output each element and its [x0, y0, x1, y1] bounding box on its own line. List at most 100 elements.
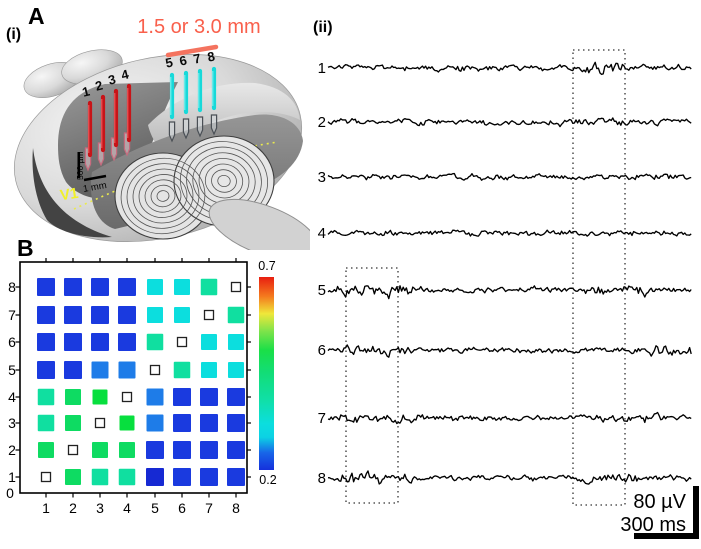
heatmap-cell [227, 468, 245, 486]
heatmap-cell [64, 333, 82, 351]
y-axis-label: 4 [8, 389, 16, 405]
trace-number-label: 6 [318, 342, 326, 359]
lfp-trace [327, 172, 692, 181]
heatmap-cell [174, 307, 190, 323]
cyan-electrode-number: 8 [206, 49, 216, 65]
depth-scale-bar [77, 152, 81, 178]
heatmap-cell [146, 468, 164, 486]
scale-bar [634, 486, 699, 539]
heatmap-cell [146, 441, 164, 459]
heatmap-cell [146, 414, 164, 432]
depth-scale-label: 500 µm [75, 151, 85, 180]
x-axis-label: 4 [123, 500, 131, 516]
heatmap-cell [91, 278, 109, 296]
colorbar [259, 277, 274, 470]
diagonal-marker [203, 309, 215, 321]
heatmap-cell [37, 414, 55, 432]
lfp-traces-panel: 1 2 3 4 5 6 7 8 [318, 49, 699, 539]
diagonal-marker [67, 444, 79, 456]
heatmap-cell [118, 306, 136, 324]
heatmap-cell [147, 279, 163, 295]
heatmap-cell [64, 278, 82, 296]
lfp-trace [327, 470, 692, 485]
y-axis-origin-label: 0 [6, 485, 14, 501]
x-axis-label: 8 [232, 500, 240, 516]
heatmap-cell [65, 415, 81, 431]
heatmap-cell [200, 441, 218, 459]
y-axis-label: 1 [8, 469, 16, 485]
y-axis-label: 6 [8, 334, 16, 350]
lfp-trace [327, 117, 692, 128]
time-scale-label: 300 ms [620, 514, 686, 536]
y-axis-label: 8 [8, 279, 16, 295]
cerebellum-folia-line [150, 184, 176, 208]
electrodes-layer: 1 2 3 4 5 6 7 8 [81, 49, 218, 172]
cerebellum-folia-line [138, 174, 188, 218]
diagonal-marker [121, 391, 133, 403]
electrode-tip-outline-gray [182, 118, 190, 140]
heatmap-cell [174, 279, 190, 295]
cyan-electrode-number: 5 [164, 55, 174, 71]
heatmap-cell [37, 333, 55, 351]
heatmap-cell [64, 361, 82, 379]
panel-a-label: A [28, 3, 45, 29]
cyan-electrode-number: 7 [192, 51, 202, 67]
heatmap-cell [118, 361, 136, 379]
heatmap-cell [201, 362, 217, 378]
diagonal-marker [94, 417, 106, 429]
brainstem [208, 198, 310, 250]
trace-number-label: 8 [318, 470, 326, 487]
heatmap-cell [37, 361, 55, 379]
trace-number-label: 2 [318, 114, 326, 131]
heatmap-cell [118, 468, 136, 486]
heatmap-cell [118, 278, 136, 296]
heatmap-cell [146, 333, 164, 351]
heatmap-cell [200, 278, 218, 296]
cyan-electrode-number: 6 [178, 53, 188, 69]
burst-highlight-box [345, 267, 399, 504]
x-axis-label: 1 [42, 500, 50, 516]
distance-bracket-line [165, 44, 219, 58]
heatmap-cell [228, 362, 244, 378]
heatmap-cell [65, 469, 81, 485]
heatmap-cell [201, 334, 217, 350]
lfp-trace [327, 61, 692, 76]
y-axis-label: 2 [8, 442, 16, 458]
trace-number-label: 5 [318, 282, 326, 299]
heatmap-cell [38, 442, 54, 458]
colorbar-min-label: 0.2 [259, 473, 276, 487]
cerebellum-folia-line [217, 174, 231, 188]
y-axis-label: 3 [8, 415, 16, 431]
heatmap-cell [227, 388, 245, 406]
x-axis-label: 7 [205, 500, 213, 516]
burst-highlight-box [572, 49, 626, 506]
dark-occipital-wedge [32, 148, 112, 238]
heatmap-cell [118, 333, 136, 351]
lfp-trace [327, 285, 692, 300]
heatmap-cell [37, 306, 55, 324]
heatmap-cell [91, 306, 109, 324]
lfp-trace [327, 411, 692, 425]
heatmap-cell [119, 415, 135, 431]
heatmap-cell [173, 414, 191, 432]
v1-area-label: V1 [58, 184, 80, 205]
heatmap-cell [227, 441, 245, 459]
electrode-tip-outline-gray [196, 116, 204, 138]
x-axis-label: 2 [69, 500, 77, 516]
y-axis-label: 7 [8, 307, 16, 323]
colorbar-max-label: 0.7 [258, 259, 275, 273]
panel-b-label: B [17, 235, 34, 261]
heatmap-cell [173, 361, 191, 379]
diagonal-marker [230, 281, 242, 293]
heatmap-cell [200, 388, 218, 406]
trace-number-label: 3 [318, 169, 326, 186]
x-axis-label: 3 [96, 500, 104, 516]
heatmap-cell [65, 389, 81, 405]
diagonal-marker [176, 336, 188, 348]
heatmap-cell [173, 388, 191, 406]
cerebellum-folia-line [144, 179, 182, 213]
trace-number-label: 1 [318, 60, 326, 77]
heatmap-cell [37, 278, 55, 296]
trace-number-label: 7 [318, 410, 326, 427]
